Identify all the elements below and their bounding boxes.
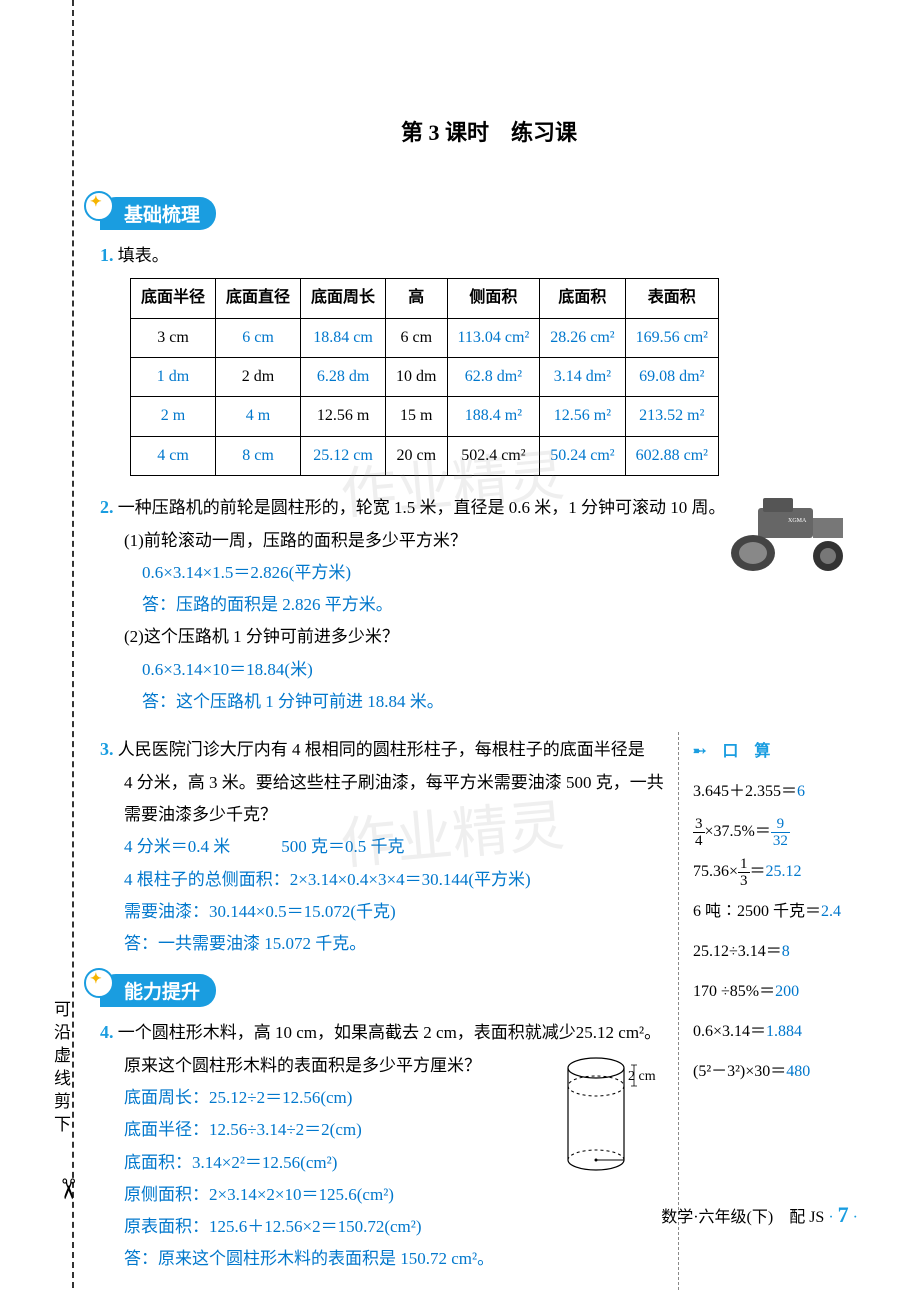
q1-table: 底面半径底面直径底面周长高侧面积底面积表面积 3 cm6 cm18.84 cm6… xyxy=(130,278,719,476)
q4-a1: 底面周长：25.12÷2＝12.56(cm) xyxy=(124,1088,352,1107)
table-cell: 213.52 m² xyxy=(625,397,718,436)
q4-a6: 答：原来这个圆柱形木料的表面积是 150.72 cm²。 xyxy=(124,1249,494,1268)
q4-a4: 原侧面积：2×3.14×2×10＝125.6(cm²) xyxy=(124,1185,394,1204)
table-cell: 12.56 m xyxy=(301,397,386,436)
table-cell: 12.56 m² xyxy=(540,397,625,436)
table-header: 底面周长 xyxy=(301,279,386,318)
page-number: 7 xyxy=(838,1202,849,1227)
page-title: 第 3 课时 练习课 xyxy=(100,115,878,147)
table-cell: 502.4 cm² xyxy=(447,436,540,475)
scissors-icon: ✂ xyxy=(51,1177,85,1200)
table-cell: 20 cm xyxy=(386,436,447,475)
q2-part2: (2)这个压路机 1 分钟可前进多少米？ xyxy=(124,627,399,646)
svg-text:XGMA: XGMA xyxy=(788,518,807,524)
mental-header: ➸ 口 算 xyxy=(693,732,878,772)
table-header: 底面半径 xyxy=(131,279,216,318)
q4-stem2: 原来这个圆柱形木料的表面积是多少平方厘米？ xyxy=(124,1056,481,1075)
table-cell: 602.88 cm² xyxy=(625,436,718,475)
mental-item: (5²－3²)×30＝480 xyxy=(693,1052,878,1092)
question-4: 4. 一个圆柱形木料，高 10 cm，如果高截去 2 cm，表面积就减少25.1… xyxy=(100,1015,666,1275)
table-cell: 3.14 dm² xyxy=(540,358,625,397)
table-cell: 188.4 m² xyxy=(447,397,540,436)
q3-a4: 答：一共需要油漆 15.072 千克。 xyxy=(124,934,366,953)
q3-a1: 4 分米＝0.4 米 500 克＝0.5 千克 xyxy=(124,837,405,856)
mental-item: 25.12÷3.14＝8 xyxy=(693,932,878,972)
table-header: 底面直径 xyxy=(216,279,301,318)
table-cell: 69.08 dm² xyxy=(625,358,718,397)
mental-item: 0.6×3.14＝1.884 xyxy=(693,1012,878,1052)
section-ability: 能力提升 xyxy=(100,974,216,1007)
table-header: 底面积 xyxy=(540,279,625,318)
table-cell: 18.84 cm xyxy=(301,318,386,357)
q3-stem2: 4 分米，高 3 米。要给这些柱子刷油漆，每平方米需要油漆 500 克，一共 xyxy=(124,773,664,792)
mental-item: 170 ÷85%＝200 xyxy=(693,972,878,1012)
q2-stem: 一种压路机的前轮是圆柱形的，轮宽 1.5 米，直径是 0.6 米，1 分钟可滚动… xyxy=(118,498,726,517)
table-cell: 50.24 cm² xyxy=(540,436,625,475)
q2-ans2b: 答：这个压路机 1 分钟可前进 18.84 米。 xyxy=(142,692,444,711)
question-1: 1. 填表。 底面半径底面直径底面周长高侧面积底面积表面积 3 cm6 cm18… xyxy=(100,238,878,476)
table-cell: 10 dm xyxy=(386,358,447,397)
table-cell: 2 m xyxy=(131,397,216,436)
question-3: 3. 人民医院门诊大厅内有 4 根相同的圆柱形柱子，每根柱子的底面半径是 4 分… xyxy=(100,732,666,960)
table-cell: 3 cm xyxy=(131,318,216,357)
table-cell: 15 m xyxy=(386,397,447,436)
mental-item: 3.645＋2.355＝6 xyxy=(693,772,878,812)
q4-a3: 底面积：3.14×2²＝12.56(cm²) xyxy=(124,1153,337,1172)
q2-ans2a: 0.6×3.14×10＝18.84(米) xyxy=(142,660,313,679)
table-header: 高 xyxy=(386,279,447,318)
table-cell: 6.28 dm xyxy=(301,358,386,397)
q1-number: 1. xyxy=(100,245,114,265)
table-cell: 2 dm xyxy=(216,358,301,397)
table-cell: 25.12 cm xyxy=(301,436,386,475)
q4-a2: 底面半径：12.56÷3.14÷2＝2(cm) xyxy=(124,1120,362,1139)
table-cell: 6 cm xyxy=(386,318,447,357)
q2-part1: (1)前轮滚动一周，压路的面积是多少平方米？ xyxy=(124,531,467,550)
mental-item: 6 吨∶2500 千克＝2.4 xyxy=(693,892,878,932)
q4-a5: 原表面积：125.6＋12.56×2＝150.72(cm²) xyxy=(124,1217,422,1236)
table-row: 3 cm6 cm18.84 cm6 cm113.04 cm²28.26 cm²1… xyxy=(131,318,719,357)
table-row: 4 cm8 cm25.12 cm20 cm502.4 cm²50.24 cm²6… xyxy=(131,436,719,475)
q3-stem1: 人民医院门诊大厅内有 4 根相同的圆柱形柱子，每根柱子的底面半径是 xyxy=(118,740,645,759)
table-header: 侧面积 xyxy=(447,279,540,318)
table-cell: 62.8 dm² xyxy=(447,358,540,397)
svg-text:2 cm: 2 cm xyxy=(628,1069,656,1084)
q2-ans1b: 答：压路的面积是 2.826 平方米。 xyxy=(142,595,393,614)
footer-text: 数学·六年级(下) 配 JS xyxy=(661,1209,824,1226)
section-basics: 基础梳理 xyxy=(100,197,216,230)
q3-number: 3. xyxy=(100,739,114,759)
q3-a2: 4 根柱子的总侧面积：2×3.14×0.4×3×4＝30.144(平方米) xyxy=(124,870,531,889)
table-cell: 4 cm xyxy=(131,436,216,475)
page-footer: 数学·六年级(下) 配 JS · 7 · xyxy=(661,1202,858,1228)
q3-a3: 需要油漆：30.144×0.5＝15.072(千克) xyxy=(124,902,396,921)
mental-item: 75.36×13＝25.12 xyxy=(693,852,878,892)
table-cell: 169.56 cm² xyxy=(625,318,718,357)
road-roller-icon: XGMA xyxy=(728,498,858,573)
q4-number: 4. xyxy=(100,1022,114,1042)
table-cell: 113.04 cm² xyxy=(447,318,540,357)
table-header: 表面积 xyxy=(625,279,718,318)
cylinder-icon: 2 cm xyxy=(556,1050,656,1180)
table-row: 1 dm2 dm6.28 dm10 dm62.8 dm²3.14 dm²69.0… xyxy=(131,358,719,397)
table-cell: 8 cm xyxy=(216,436,301,475)
q4-stem1: 一个圆柱形木料，高 10 cm，如果高截去 2 cm，表面积就减少25.12 c… xyxy=(118,1023,661,1042)
q3-stem3: 需要油漆多少千克？ xyxy=(124,805,277,824)
q1-text: 填表。 xyxy=(118,246,169,265)
mental-item: 34×37.5%＝932 xyxy=(693,812,878,852)
table-cell: 28.26 cm² xyxy=(540,318,625,357)
table-cell: 1 dm xyxy=(131,358,216,397)
table-cell: 6 cm xyxy=(216,318,301,357)
q2-number: 2. xyxy=(100,497,114,517)
table-row: 2 m4 m12.56 m15 m188.4 m²12.56 m²213.52 … xyxy=(131,397,719,436)
cut-instruction: 可沿虚线剪下 xyxy=(48,1000,73,1138)
table-cell: 4 m xyxy=(216,397,301,436)
q2-ans1a: 0.6×3.14×1.5＝2.826(平方米) xyxy=(142,563,351,582)
